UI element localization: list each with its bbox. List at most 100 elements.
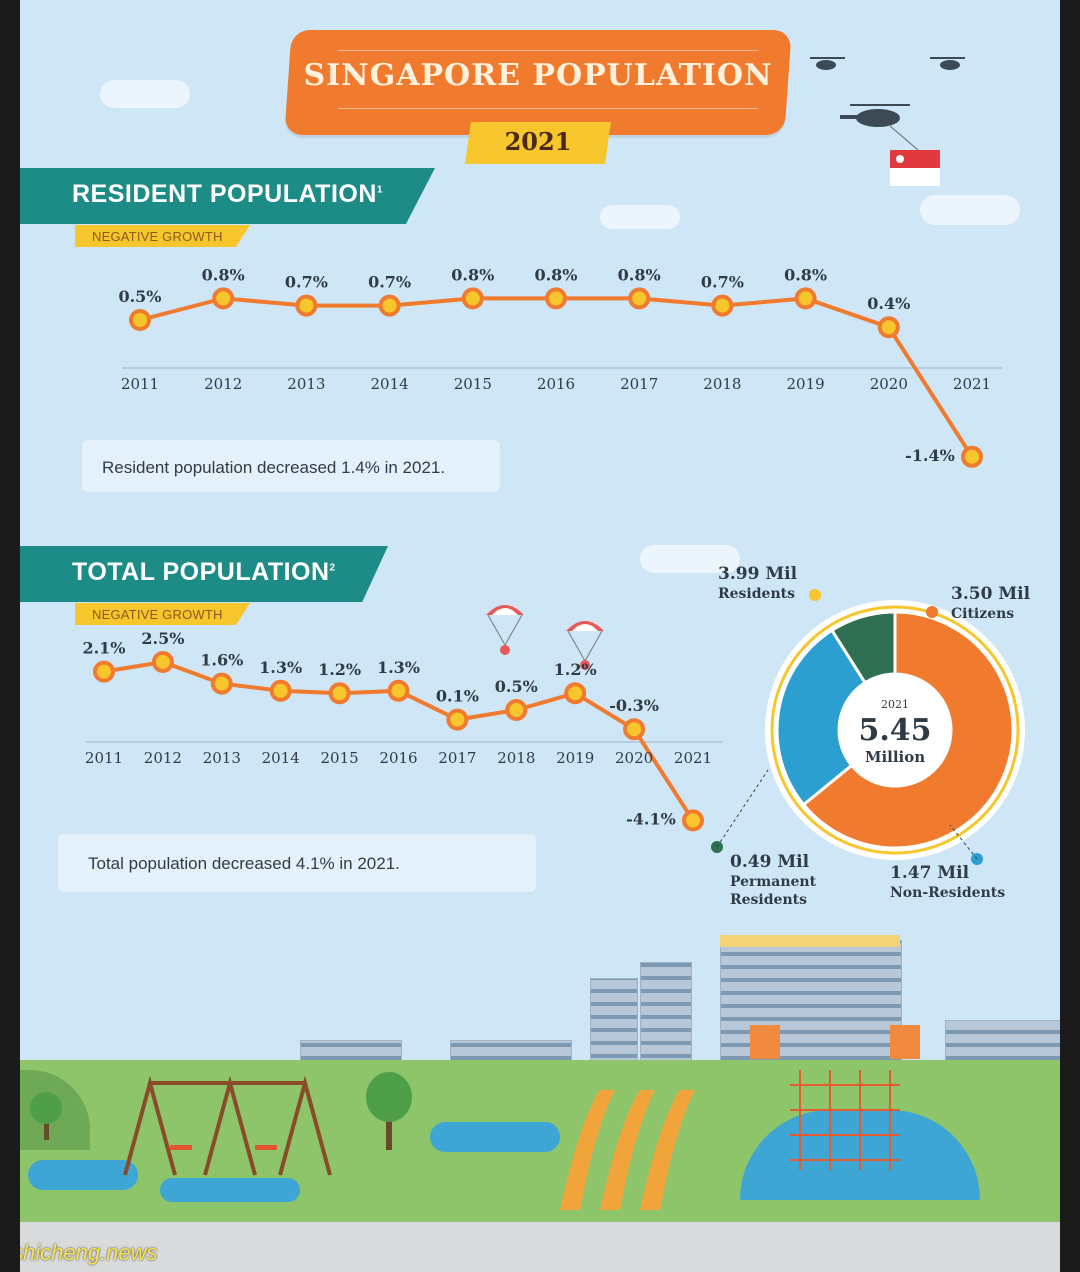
x-tick-label: 2016 <box>537 375 575 393</box>
data-label: 1.2% <box>554 660 597 679</box>
data-label: 1.3% <box>377 658 420 677</box>
watermark: shicheng.news <box>20 1240 158 1265</box>
donut-center-value: 5.45 <box>858 713 931 748</box>
resident-section-band <box>20 168 435 224</box>
donut-ring-accent <box>770 605 1020 855</box>
helicopter-illustration <box>810 57 965 186</box>
data-label: -0.3% <box>609 696 659 715</box>
data-point <box>461 287 484 310</box>
x-tick-label: 2018 <box>497 749 535 767</box>
data-point <box>961 445 983 468</box>
x-tick-label: 2021 <box>674 749 712 767</box>
x-tick-label: 2019 <box>787 375 825 393</box>
callout-leader <box>949 824 978 860</box>
callout-name: Residents <box>730 892 807 908</box>
data-label: 0.1% <box>436 687 479 706</box>
data-label: 0.8% <box>618 265 661 284</box>
x-tick-label: 2013 <box>287 375 325 393</box>
callout-value: 3.50 Mil <box>951 584 1031 604</box>
x-tick-label: 2012 <box>144 749 182 767</box>
x-tick-label: 2020 <box>870 375 908 393</box>
resident-growth-tag <box>75 225 250 247</box>
data-label: 0.7% <box>701 273 744 292</box>
building-accent <box>750 1025 780 1059</box>
legend-dot <box>926 606 938 618</box>
x-tick-label: 2017 <box>620 375 658 393</box>
data-label: -4.1% <box>626 809 676 828</box>
x-tick-label: 2012 <box>204 375 242 393</box>
data-point <box>794 287 817 310</box>
total-growth-tag <box>75 603 250 625</box>
x-tick-label: 2014 <box>371 375 409 393</box>
x-tick-label: 2021 <box>953 375 991 393</box>
cloud <box>640 545 740 573</box>
building-roof <box>720 935 900 947</box>
data-label: 0.8% <box>202 265 245 284</box>
data-label: 1.3% <box>259 658 302 677</box>
x-tick-label: 2011 <box>85 749 123 767</box>
callout-value: 1.47 Mil <box>890 863 970 883</box>
total-section-title: TOTAL POPULATION2 <box>72 558 336 586</box>
building-accent <box>890 1025 920 1059</box>
tree-trunk <box>386 1110 392 1150</box>
pond <box>160 1178 300 1202</box>
resident-line-chart: 2011 2012 2013 2014 2015 2016 2017 2018 2019 2020… <box>118 265 1002 468</box>
legend-dot <box>809 589 821 601</box>
callout-name: Residents <box>718 586 795 602</box>
x-tick-label: 2013 <box>203 749 241 767</box>
callout-name: Non-Residents <box>890 885 1005 901</box>
x-tick-label: 2011 <box>121 375 159 393</box>
data-point <box>564 682 587 705</box>
x-tick-label: 2014 <box>262 749 300 767</box>
data-label: -1.4% <box>905 446 955 465</box>
data-point <box>93 660 115 683</box>
data-point <box>628 287 651 310</box>
data-point <box>545 287 567 310</box>
x-tick-label: 2016 <box>379 749 417 767</box>
cloud <box>600 205 680 229</box>
data-point <box>387 679 410 702</box>
donut-center-unit: Million <box>865 748 925 766</box>
total-note-box <box>58 834 536 892</box>
resident-section-title: RESIDENT POPULATION1 <box>72 180 383 208</box>
data-point <box>505 699 528 721</box>
data-point <box>328 682 351 705</box>
callout-name: Permanent <box>730 874 817 890</box>
callout-value: 3.99 Mil <box>718 564 798 584</box>
data-label: 0.5% <box>495 677 538 696</box>
resident-note-box <box>82 440 500 492</box>
x-tick-label: 2017 <box>438 749 476 767</box>
cloud <box>100 80 190 108</box>
pond <box>430 1122 560 1152</box>
x-tick-label: 2019 <box>556 749 594 767</box>
title-rule-top <box>338 50 758 51</box>
flag-icon <box>890 150 940 186</box>
tree-trunk <box>44 1110 49 1140</box>
year-label: 2021 <box>504 127 572 156</box>
data-point <box>877 316 900 339</box>
climbing-net-illustration <box>790 1070 900 1170</box>
data-label: 0.7% <box>285 273 328 292</box>
cloud <box>920 195 1020 225</box>
data-point <box>682 809 704 832</box>
total-section-band <box>20 546 388 602</box>
walkway <box>20 1222 1060 1272</box>
tree <box>366 1072 412 1122</box>
playground-slide-illustration <box>560 1090 695 1210</box>
data-point <box>151 651 174 673</box>
data-point <box>210 672 233 695</box>
data-point <box>378 294 401 317</box>
title-rule-bottom <box>338 108 758 109</box>
tree <box>30 1092 62 1124</box>
data-label: 0.4% <box>867 294 910 313</box>
data-label: 0.8% <box>534 265 577 284</box>
data-point <box>711 294 734 317</box>
data-label: 2.5% <box>141 629 184 648</box>
total-growth-tag-label: NEGATIVE GROWTH <box>92 607 223 622</box>
data-point <box>295 294 318 317</box>
data-point <box>269 679 292 702</box>
data-point <box>446 708 469 731</box>
data-label: 0.7% <box>368 273 411 292</box>
callout-value: 0.49 Mil <box>730 852 810 872</box>
